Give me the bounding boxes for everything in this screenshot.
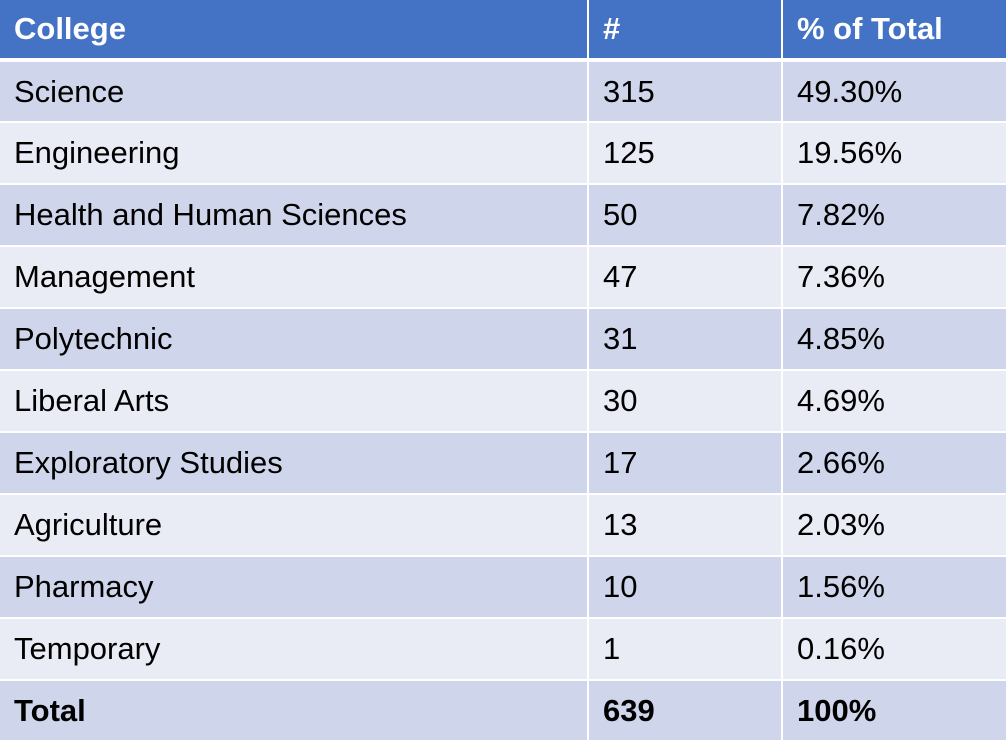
college-cell: Engineering xyxy=(0,122,588,185)
header-college: College xyxy=(0,0,588,62)
table-header: College # % of Total xyxy=(0,0,1006,62)
count-cell: 1 xyxy=(587,618,782,681)
percent-cell: 7.36% xyxy=(781,246,1006,309)
table-row: Management 47 7.36% xyxy=(0,246,1006,309)
header-row: College # % of Total xyxy=(0,0,1006,62)
table-row: Pharmacy 10 1.56% xyxy=(0,556,1006,619)
table-row: Engineering 125 19.56% xyxy=(0,122,1006,185)
percent-cell: 0.16% xyxy=(781,618,1006,681)
header-percent: % of Total xyxy=(781,0,1006,62)
table-footer: Total 639 100% xyxy=(0,679,1006,740)
table-row: Science 315 49.30% xyxy=(0,60,1006,123)
percent-cell: 49.30% xyxy=(781,60,1006,123)
count-cell: 50 xyxy=(587,184,782,247)
count-cell: 315 xyxy=(587,60,782,123)
count-cell: 10 xyxy=(587,556,782,619)
count-cell: 13 xyxy=(587,494,782,557)
table-row: Agriculture 13 2.03% xyxy=(0,494,1006,557)
table-row: Polytechnic 31 4.85% xyxy=(0,308,1006,371)
percent-cell: 7.82% xyxy=(781,184,1006,247)
count-cell: 125 xyxy=(587,122,782,185)
table-row: Health and Human Sciences 50 7.82% xyxy=(0,184,1006,247)
table-row: Temporary 1 0.16% xyxy=(0,618,1006,681)
total-row: Total 639 100% xyxy=(0,679,1006,740)
college-cell: Agriculture xyxy=(0,494,588,557)
table-row: Exploratory Studies 17 2.66% xyxy=(0,432,1006,495)
count-cell: 31 xyxy=(587,308,782,371)
percent-cell: 4.69% xyxy=(781,370,1006,433)
total-label: Total xyxy=(0,679,588,740)
header-count: # xyxy=(587,0,782,62)
table-row: Liberal Arts 30 4.69% xyxy=(0,370,1006,433)
college-cell: Science xyxy=(0,60,588,123)
college-cell: Temporary xyxy=(0,618,588,681)
table-body: Science 315 49.30% Engineering 125 19.56… xyxy=(0,60,1006,681)
college-cell: Polytechnic xyxy=(0,308,588,371)
percent-cell: 2.66% xyxy=(781,432,1006,495)
percent-cell: 1.56% xyxy=(781,556,1006,619)
college-cell: Health and Human Sciences xyxy=(0,184,588,247)
college-cell: Liberal Arts xyxy=(0,370,588,433)
percent-cell: 4.85% xyxy=(781,308,1006,371)
college-cell: Pharmacy xyxy=(0,556,588,619)
college-cell: Exploratory Studies xyxy=(0,432,588,495)
total-count: 639 xyxy=(587,679,782,740)
count-cell: 17 xyxy=(587,432,782,495)
percent-cell: 2.03% xyxy=(781,494,1006,557)
count-cell: 47 xyxy=(587,246,782,309)
percent-cell: 19.56% xyxy=(781,122,1006,185)
total-percent: 100% xyxy=(781,679,1006,740)
college-cell: Management xyxy=(0,246,588,309)
count-cell: 30 xyxy=(587,370,782,433)
